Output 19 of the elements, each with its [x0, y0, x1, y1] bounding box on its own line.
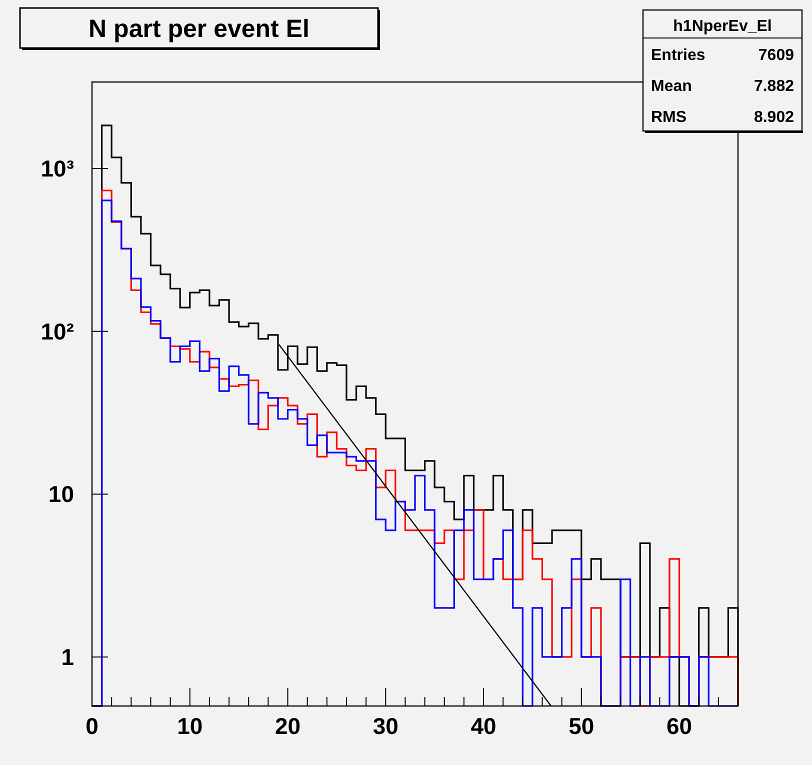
x-tick-label: 50 — [568, 713, 594, 739]
y-tick-label: 1 — [61, 644, 74, 670]
x-tick-label: 30 — [372, 713, 398, 739]
chart-title: N part per event El — [88, 15, 310, 43]
text: Entries — [651, 47, 706, 64]
y-tick-label: 10³ — [40, 156, 74, 182]
x-tick-label: 20 — [274, 713, 301, 739]
x-tick-label: 40 — [470, 713, 496, 739]
annotation: RMS — [651, 109, 687, 126]
text: 8.902 — [754, 109, 794, 126]
x-tick-label: 60 — [666, 713, 692, 739]
x-tick-label: 10 — [177, 713, 203, 739]
text: 7.882 — [754, 78, 794, 95]
text: 7609 — [758, 47, 794, 64]
x-tick-label: 0 — [86, 713, 98, 739]
text: h1NperEv_El — [673, 18, 772, 35]
y-tick-label: 10 — [48, 481, 74, 508]
y-tick-label: 10² — [40, 318, 74, 344]
annotation: Mean — [651, 78, 692, 95]
